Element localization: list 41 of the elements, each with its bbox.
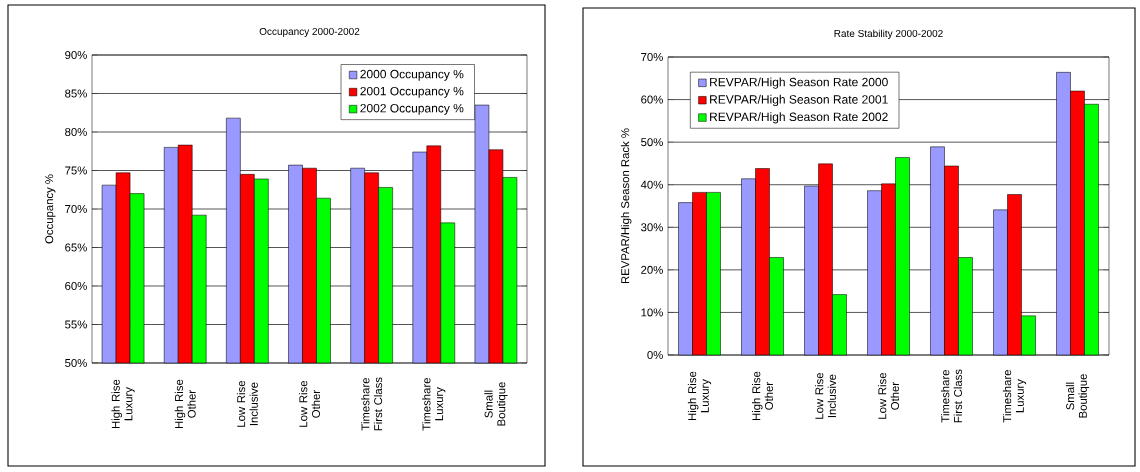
x-tick-label: Low Rise Other [299,380,320,427]
x-tick-label: Small Boutique [1065,374,1090,418]
y-tick-label: 10% [641,308,663,317]
y-tick-label: 0% [647,351,663,360]
x-tick-label: Low Rise Other [878,372,899,419]
chart-title: Occupancy 2000-2002 [259,27,360,37]
x-tick-label: High Rise Other [752,371,773,421]
y-tick-label: 55% [65,320,87,329]
y-tick-label: 65% [65,243,87,252]
x-tick-label: High Rise Other [174,379,196,429]
y-axis-title: Occupancy % [45,174,56,244]
x-tick-label: Timeshare First Class [941,369,962,423]
legend-label: 2000 Occupancy % [360,69,464,81]
y-tick-label: 85% [65,89,87,98]
x-tick-label: Timeshare First Class [361,377,383,431]
y-tick-label: 50% [65,359,87,368]
y-tick-label: 60% [65,282,87,291]
y-tick-label: 90% [65,51,87,60]
y-tick-label: 70% [65,205,87,214]
x-tick-label: Small Boutique [484,382,508,426]
y-tick-label: 60% [641,95,663,104]
x-tick-label: Low Rise Inclusive [236,380,258,427]
x-tick-label: Timeshare Luxury [1002,370,1027,423]
y-tick-label: 75% [65,166,87,175]
y-tick-label: 50% [641,138,663,147]
x-tick-label: High Rise Luxury [111,379,135,429]
x-tick-label: Timeshare Luxury [422,378,446,431]
legend-label: 2001 Occupancy % [360,86,464,98]
legend-label: REVPAR/High Season Rate 2001 [710,94,888,107]
y-tick-label: 30% [641,223,663,232]
legend-label: 2002 Occupancy % [360,103,464,115]
y-tick-label: 70% [641,53,663,62]
chart-title: Rate Stability 2000-2002 [834,29,943,39]
y-tick-label: 20% [641,265,663,274]
y-tick-label: 40% [640,180,663,189]
legend-label: REVPAR/High Season Rate 2002 [710,112,888,124]
x-tick-label: Low Rise Inclusive [815,372,836,419]
y-axis-title: REVPAR/High Season Rack % [620,128,632,284]
x-tick-label: High Rise Luxury [687,371,712,421]
legend-label: REVPAR/High Season Rate 2000 [710,77,888,89]
y-tick-label: 80% [65,128,87,137]
